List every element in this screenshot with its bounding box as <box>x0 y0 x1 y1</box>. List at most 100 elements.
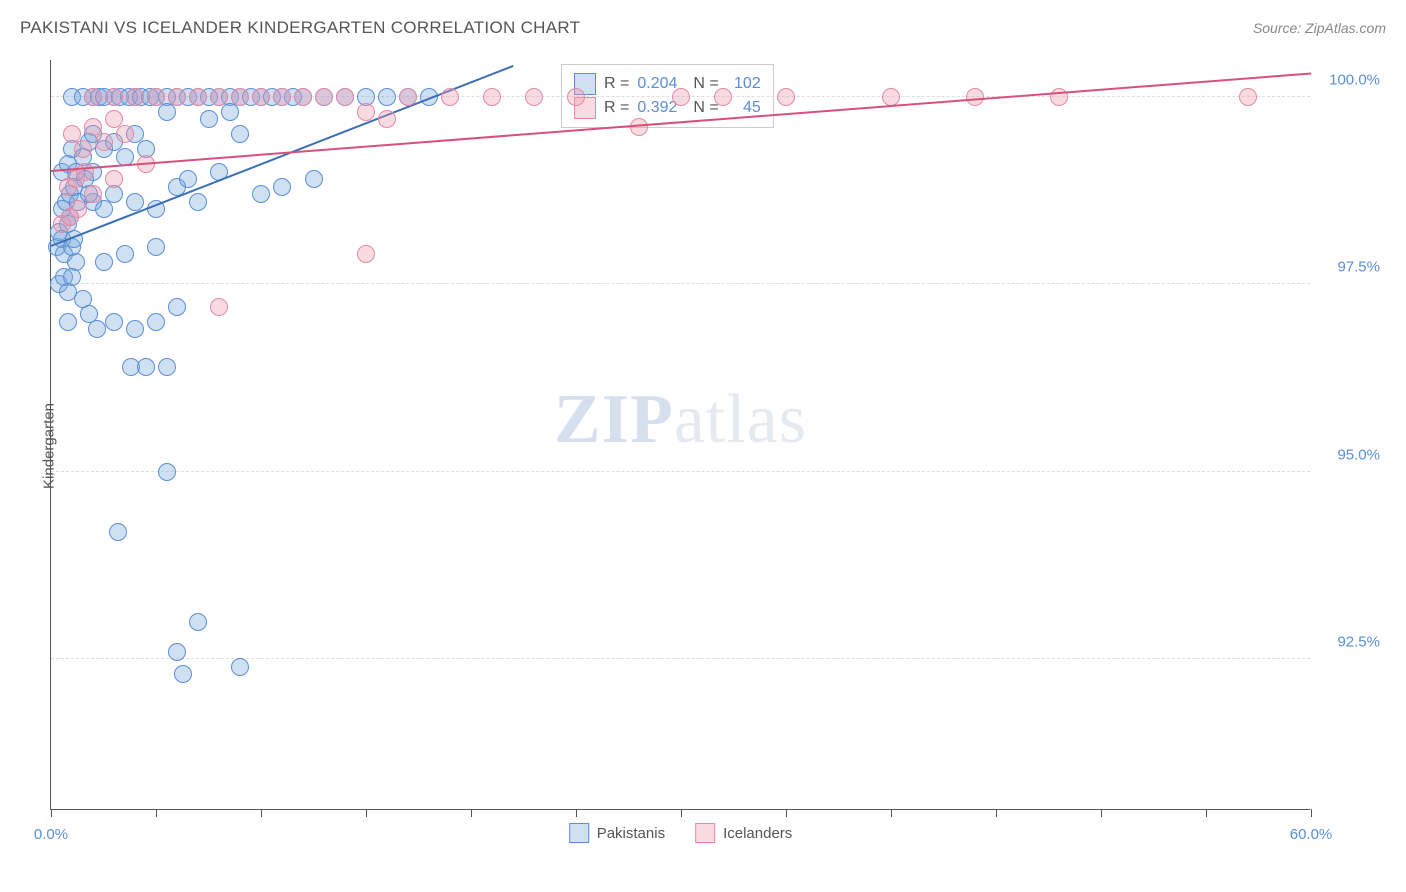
data-point <box>231 658 249 676</box>
data-point <box>126 88 144 106</box>
data-point <box>59 313 77 331</box>
data-point <box>378 88 396 106</box>
data-point <box>179 170 197 188</box>
data-point <box>273 178 291 196</box>
data-point <box>74 140 92 158</box>
x-tick <box>891 809 892 817</box>
legend-series-name: Pakistanis <box>597 825 665 842</box>
y-tick-label: 100.0% <box>1320 71 1380 88</box>
chart-title: PAKISTANI VS ICELANDER KINDERGARTEN CORR… <box>20 18 580 38</box>
x-tick <box>1206 809 1207 817</box>
data-point <box>210 298 228 316</box>
data-point <box>231 88 249 106</box>
gridline <box>51 283 1310 284</box>
data-point <box>882 88 900 106</box>
y-tick-label: 95.0% <box>1320 446 1380 463</box>
data-point <box>189 88 207 106</box>
data-point <box>189 613 207 631</box>
x-tick <box>1311 809 1312 817</box>
data-point <box>966 88 984 106</box>
data-point <box>109 523 127 541</box>
data-point <box>69 200 87 218</box>
data-point <box>84 88 102 106</box>
data-point <box>483 88 501 106</box>
data-point <box>168 88 186 106</box>
x-tick <box>786 809 787 817</box>
data-point <box>147 238 165 256</box>
legend-r-value: 0.392 <box>637 99 677 117</box>
x-tick-label: 60.0% <box>1290 826 1333 843</box>
data-point <box>252 185 270 203</box>
data-point <box>315 88 333 106</box>
data-point <box>378 110 396 128</box>
data-point <box>294 88 312 106</box>
data-point <box>126 320 144 338</box>
legend-n-value: 45 <box>727 99 761 117</box>
x-tick-label: 0.0% <box>34 826 68 843</box>
data-point <box>714 88 732 106</box>
legend-swatch <box>569 823 589 843</box>
data-point <box>221 103 239 121</box>
data-point <box>336 88 354 106</box>
data-point <box>88 320 106 338</box>
data-point <box>305 170 323 188</box>
watermark: ZIPatlas <box>554 380 807 460</box>
x-tick <box>1101 809 1102 817</box>
data-point <box>200 110 218 128</box>
data-point <box>525 88 543 106</box>
data-point <box>116 245 134 263</box>
data-point <box>126 193 144 211</box>
data-point <box>189 193 207 211</box>
data-point <box>158 103 176 121</box>
legend-row: R =0.204N =102 <box>574 73 761 95</box>
legend-r-value: 0.204 <box>637 75 677 93</box>
data-point <box>137 358 155 376</box>
legend-series-name: Icelanders <box>723 825 792 842</box>
legend-r-label: R = <box>604 75 629 93</box>
data-point <box>1050 88 1068 106</box>
data-point <box>174 665 192 683</box>
x-tick <box>366 809 367 817</box>
data-point <box>158 358 176 376</box>
gridline <box>51 471 1310 472</box>
x-tick <box>471 809 472 817</box>
legend-swatch <box>695 823 715 843</box>
x-tick <box>681 809 682 817</box>
data-point <box>441 88 459 106</box>
data-point <box>252 88 270 106</box>
data-point <box>116 125 134 143</box>
y-tick-label: 92.5% <box>1320 634 1380 651</box>
y-tick-label: 97.5% <box>1320 259 1380 276</box>
data-point <box>357 103 375 121</box>
data-point <box>567 88 585 106</box>
data-point <box>210 88 228 106</box>
data-point <box>147 313 165 331</box>
data-point <box>76 163 94 181</box>
data-point <box>105 170 123 188</box>
data-point <box>84 185 102 203</box>
x-tick <box>261 809 262 817</box>
data-point <box>147 88 165 106</box>
data-point <box>1239 88 1257 106</box>
data-point <box>168 298 186 316</box>
data-point <box>273 88 291 106</box>
x-tick <box>576 809 577 817</box>
data-point <box>63 268 81 286</box>
legend-n-value: 102 <box>727 75 761 93</box>
data-point <box>158 463 176 481</box>
data-point <box>95 253 113 271</box>
x-tick <box>51 809 52 817</box>
series-legend: Pakistanis Icelanders <box>569 823 793 843</box>
data-point <box>777 88 795 106</box>
data-point <box>95 200 113 218</box>
data-point <box>357 245 375 263</box>
scatter-chart: ZIPatlas R =0.204N =102R =0.392N =45 Pak… <box>50 60 1310 810</box>
bottom-legend-item: Icelanders <box>695 823 792 843</box>
data-point <box>399 88 417 106</box>
x-tick <box>996 809 997 817</box>
data-point <box>105 88 123 106</box>
legend-r-label: R = <box>604 99 629 117</box>
data-point <box>168 643 186 661</box>
bottom-legend-item: Pakistanis <box>569 823 665 843</box>
data-point <box>231 125 249 143</box>
